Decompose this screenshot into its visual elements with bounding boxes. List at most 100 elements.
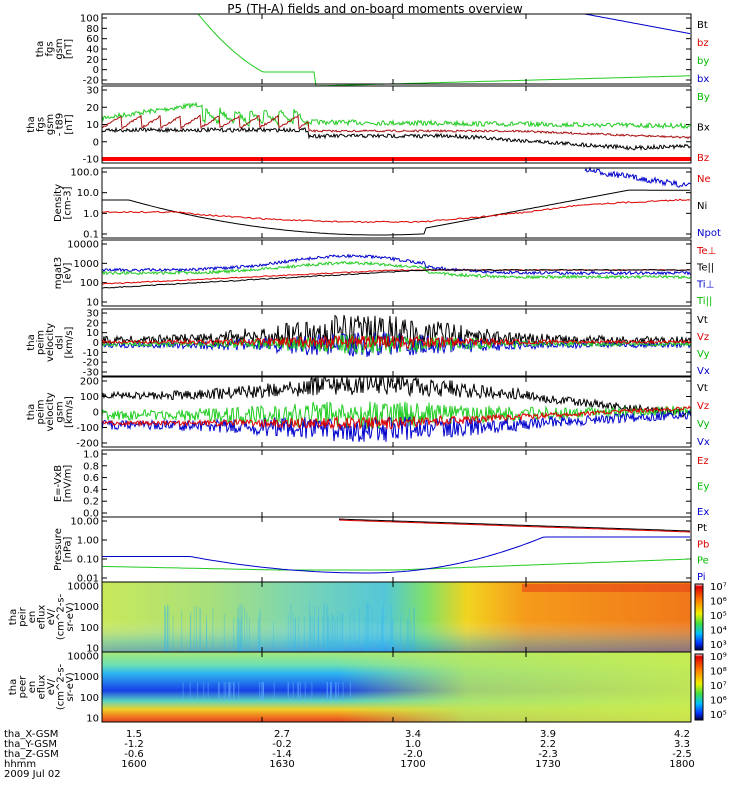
series-band <box>102 157 691 161</box>
y-axis-label-line: tha <box>26 116 37 132</box>
y-tick-label: 10 <box>86 298 99 309</box>
legend-entry: Ey <box>697 482 709 493</box>
y-axis-label: Pressure[nPa] <box>53 528 74 571</box>
series-line-by <box>102 13 690 87</box>
y-tick-label: 20 <box>86 103 99 114</box>
ephem-value: -1.4 <box>272 749 292 760</box>
y-tick-label: 0 <box>93 137 99 148</box>
y-axis-label-line: tha <box>35 41 46 57</box>
series-line <box>102 13 690 27</box>
legend-entry: Pb <box>697 539 709 550</box>
y-axis-label: thapeirenefluxeV/(cm^2-s-sr-eV) <box>8 593 76 640</box>
plot-content <box>101 314 692 357</box>
series-line-tepar <box>101 268 691 289</box>
panel-frame <box>101 239 692 307</box>
page-title: P5 (TH-A) fields and on-board moments ov… <box>227 2 523 16</box>
ephem-value: 3.4 <box>405 729 421 740</box>
y-axis-label-line: tha <box>8 679 19 695</box>
ephem-label: hhmm <box>4 759 37 770</box>
spectrogram-overlay <box>102 652 691 722</box>
y-axis-label-line: peir <box>18 606 29 626</box>
y-axis-label: thafgsgsm[nT] <box>35 38 75 59</box>
y-tick-label: -100 <box>76 423 99 434</box>
plot-content <box>102 13 691 87</box>
plot-content <box>101 375 692 442</box>
y-axis-label-line: [cm-3] <box>63 186 74 219</box>
y-tick-label: 20 <box>86 55 99 66</box>
colorbar-label: 10³ <box>710 640 727 651</box>
y-tick-label: 0.8 <box>83 461 99 472</box>
ephem-label: tha_Z-GSM <box>4 749 59 760</box>
legend-entry: bx <box>697 74 709 85</box>
ephem-label: tha_X-GSM <box>4 729 59 740</box>
panel-fgs-dp: thafgsgsm- t89[nT] 30 20 10 0 -10 By Bx Bz <box>26 85 710 166</box>
legend-entry: Npot <box>697 228 721 239</box>
ephem-value: -2.5 <box>672 749 692 760</box>
plot-content <box>101 518 691 574</box>
panel-velocity-perp: thapeimvelocitydsl[km/s] 3020100-10-20-30… <box>26 308 710 379</box>
y-axis-label: E=-VxB[mV/m] <box>53 465 74 503</box>
series-line-npot <box>584 166 692 188</box>
ephem-value: 1700 <box>400 759 426 770</box>
panel-frame <box>101 85 692 164</box>
y-axis-label-line: E=-VxB <box>53 465 64 502</box>
plot-content <box>101 253 692 289</box>
y-axis-label-line: [km/s] <box>64 396 75 428</box>
y-axis-label-line: eflux <box>37 675 48 700</box>
panel-frame <box>101 167 692 239</box>
y-axis-label: thapeerenefluxeV/(cm^2-s-sr-eV) <box>8 663 76 710</box>
series-line-ne <box>101 198 691 224</box>
ephem-value: 2.7 <box>274 729 290 740</box>
y-tick-label: -30 <box>83 368 99 379</box>
y-axis-label-line: tha <box>8 609 19 625</box>
y-axis-label-line: Pressure <box>53 528 64 571</box>
colorbar <box>694 583 704 651</box>
series-line-vz <box>101 334 692 351</box>
legend-entry: Vy <box>697 419 710 430</box>
series-line-ni <box>102 189 690 236</box>
legend-entry: Pt <box>697 523 707 534</box>
ephem-value: 3.3 <box>674 739 690 750</box>
ephem-label: tha_Y-GSM <box>4 739 58 750</box>
y-tick-label: 80 <box>86 24 99 35</box>
series-line-by <box>101 101 692 130</box>
y-axis-label-line: tha <box>26 334 37 350</box>
legend-entry: Vx <box>697 437 710 448</box>
legend-entry: Te|| <box>696 263 714 274</box>
y-axis-label-line: eV/ <box>46 678 57 695</box>
ephem-value: 1800 <box>669 759 695 770</box>
y-tick-label: 10000 <box>67 582 99 593</box>
y-axis-label-line: mgat3 <box>53 257 64 290</box>
y-tick-label: 10.00 <box>70 517 99 528</box>
panel-frame <box>101 651 692 723</box>
y-axis-label-line: [eV] <box>63 263 74 284</box>
legend-entry: Vx <box>697 366 710 377</box>
y-tick-label: 100 <box>80 278 99 289</box>
colorbar-label: 10⁶ <box>710 696 727 707</box>
series-line-tiperp <box>101 253 692 276</box>
spectrogram-overlay <box>102 582 691 652</box>
series-line-vt <box>101 375 692 418</box>
ephem-value: -0.2 <box>272 739 292 750</box>
y-axis-label-line: sr-eV) <box>65 672 76 701</box>
panel-electron-spectrogram: thapeerenefluxeV/(cm^2-s-sr-eV)100001000… <box>8 651 727 725</box>
y-tick-label: 60 <box>86 34 99 45</box>
y-axis-label: mgat3[eV] <box>53 257 74 290</box>
y-tick-label: 1.0 <box>83 209 99 220</box>
y-tick-label: -10 <box>83 348 99 359</box>
y-axis-label-line: [nT] <box>64 114 75 134</box>
y-tick-label: 1000 <box>74 259 99 270</box>
y-tick-label: 0.2 <box>83 497 99 508</box>
panel-ion-spectrogram: thapeirenefluxeV/(cm^2-s-sr-eV)100001000… <box>8 581 727 655</box>
y-axis-label-line: peim <box>36 330 47 355</box>
y-tick-label: 1.0 <box>83 450 99 461</box>
legend-entry: Vt <box>697 315 708 326</box>
series-line-pt <box>338 518 691 532</box>
y-axis-label-line: [mV/m] <box>63 465 74 503</box>
plot-content <box>102 582 691 652</box>
y-axis-label-line: sr-eV) <box>65 602 76 631</box>
panel-frame <box>101 449 692 518</box>
legend-entry: Bz <box>697 153 709 164</box>
y-tick-label: 100 <box>80 392 99 403</box>
